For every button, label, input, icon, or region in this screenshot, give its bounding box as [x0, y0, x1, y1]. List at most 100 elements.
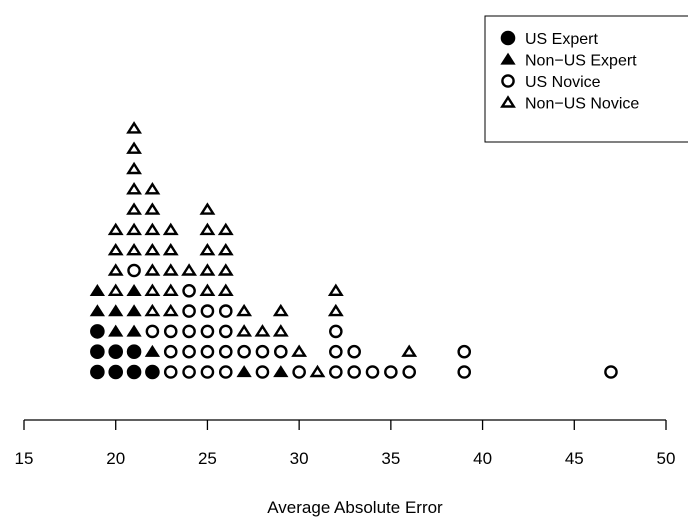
point-non-us-novice — [199, 283, 216, 296]
legend-label-us-expert: US Expert — [525, 31, 598, 48]
point-us-expert — [145, 364, 160, 380]
point-us-novice — [604, 365, 618, 379]
point-us-expert — [108, 344, 124, 360]
point-non-us-novice — [144, 283, 161, 296]
point-non-us-novice — [107, 222, 124, 236]
point-non-us-novice — [181, 263, 198, 276]
point-us-novice — [218, 365, 233, 379]
point-non-us-novice — [217, 242, 234, 256]
point-us-novice — [457, 365, 472, 379]
point-non-us-novice — [199, 263, 216, 276]
point-non-us-novice — [126, 222, 142, 236]
point-non-us-novice — [162, 222, 179, 236]
point-us-novice — [163, 365, 178, 379]
point-non-us-novice — [217, 222, 234, 236]
point-non-us-novice — [162, 283, 179, 296]
legend-label-non-us-novice: Non−US Novice — [525, 96, 639, 113]
point-us-novice — [200, 304, 215, 318]
point-us-novice — [255, 365, 270, 379]
point-non-us-novice — [126, 161, 142, 175]
point-non-us-novice — [107, 283, 124, 296]
legend: US Expert Non−US Expert US Novice Non−US No… — [484, 15, 688, 143]
point-us-novice — [365, 365, 380, 379]
point-non-us-novice — [327, 303, 344, 317]
legend-marker-us-expert — [500, 30, 516, 46]
point-non-us-expert — [236, 365, 252, 378]
point-non-us-expert — [108, 304, 124, 317]
point-us-novice — [182, 324, 196, 339]
legend-marker-non-us-novice — [500, 95, 516, 108]
data-points — [89, 121, 618, 380]
x-tick-label: 20 — [106, 449, 125, 468]
legend-label-us-novice: US Novice — [525, 74, 601, 91]
x-tick-label: 40 — [473, 449, 492, 468]
point-us-novice — [329, 344, 343, 359]
point-non-us-expert — [126, 324, 142, 337]
point-us-novice — [200, 344, 215, 359]
point-non-us-novice — [199, 222, 216, 236]
point-non-us-novice — [401, 344, 418, 357]
point-us-novice — [347, 365, 361, 379]
point-non-us-novice — [272, 303, 289, 317]
point-us-novice — [127, 263, 141, 278]
point-non-us-expert — [89, 304, 106, 317]
point-non-us-novice — [144, 182, 161, 195]
point-non-us-novice — [126, 202, 142, 215]
point-non-us-expert — [89, 283, 106, 296]
point-non-us-expert — [126, 283, 142, 296]
point-us-expert — [90, 364, 105, 380]
legend-marker-non-us-expert — [500, 52, 516, 65]
point-non-us-novice — [217, 283, 234, 296]
point-us-novice — [329, 324, 343, 339]
x-tick-label: 45 — [565, 449, 584, 468]
point-us-expert — [90, 324, 105, 339]
x-tick-label: 15 — [15, 449, 34, 468]
point-us-novice — [218, 324, 233, 339]
point-us-expert — [90, 344, 105, 360]
point-us-expert — [126, 364, 142, 380]
point-non-us-novice — [199, 242, 216, 256]
point-us-novice — [200, 324, 215, 339]
point-non-us-novice — [236, 324, 253, 337]
point-non-us-novice — [126, 121, 142, 134]
point-non-us-novice — [162, 242, 179, 256]
point-us-novice — [182, 304, 196, 318]
point-non-us-novice — [107, 263, 124, 276]
point-us-novice — [457, 344, 472, 359]
point-non-us-novice — [144, 202, 161, 215]
legend-items: US Expert Non−US Expert US Novice Non−US No… — [500, 30, 639, 113]
point-non-us-novice — [291, 344, 308, 357]
point-us-novice — [200, 365, 215, 379]
x-tick-label: 25 — [198, 449, 217, 468]
point-non-us-novice — [107, 242, 124, 256]
x-tick-label: 50 — [657, 449, 676, 468]
point-us-novice — [384, 365, 398, 379]
x-tick-label: 30 — [290, 449, 309, 468]
point-us-novice — [273, 344, 288, 359]
point-us-novice — [329, 365, 343, 379]
point-non-us-novice — [309, 364, 326, 378]
point-non-us-novice — [236, 303, 253, 317]
legend-marker-us-novice — [501, 74, 515, 88]
x-tick-label: 35 — [381, 449, 400, 468]
point-non-us-expert — [126, 304, 142, 317]
point-us-novice — [182, 365, 196, 379]
point-non-us-novice — [162, 263, 179, 276]
point-non-us-novice — [144, 303, 161, 317]
point-non-us-novice — [217, 263, 234, 276]
point-non-us-expert — [273, 365, 289, 378]
point-non-us-expert — [144, 344, 161, 357]
point-non-us-novice — [199, 202, 216, 215]
point-us-novice — [182, 283, 196, 298]
point-us-novice — [255, 344, 270, 359]
x-axis-label: Average Absolute Error — [267, 498, 443, 517]
point-non-us-expert — [108, 324, 124, 337]
point-us-expert — [108, 364, 124, 380]
point-non-us-novice — [327, 283, 344, 296]
point-us-novice — [163, 324, 178, 339]
point-us-expert — [126, 344, 142, 360]
point-non-us-novice — [144, 222, 161, 236]
point-non-us-novice — [126, 141, 142, 154]
point-us-novice — [237, 344, 251, 359]
